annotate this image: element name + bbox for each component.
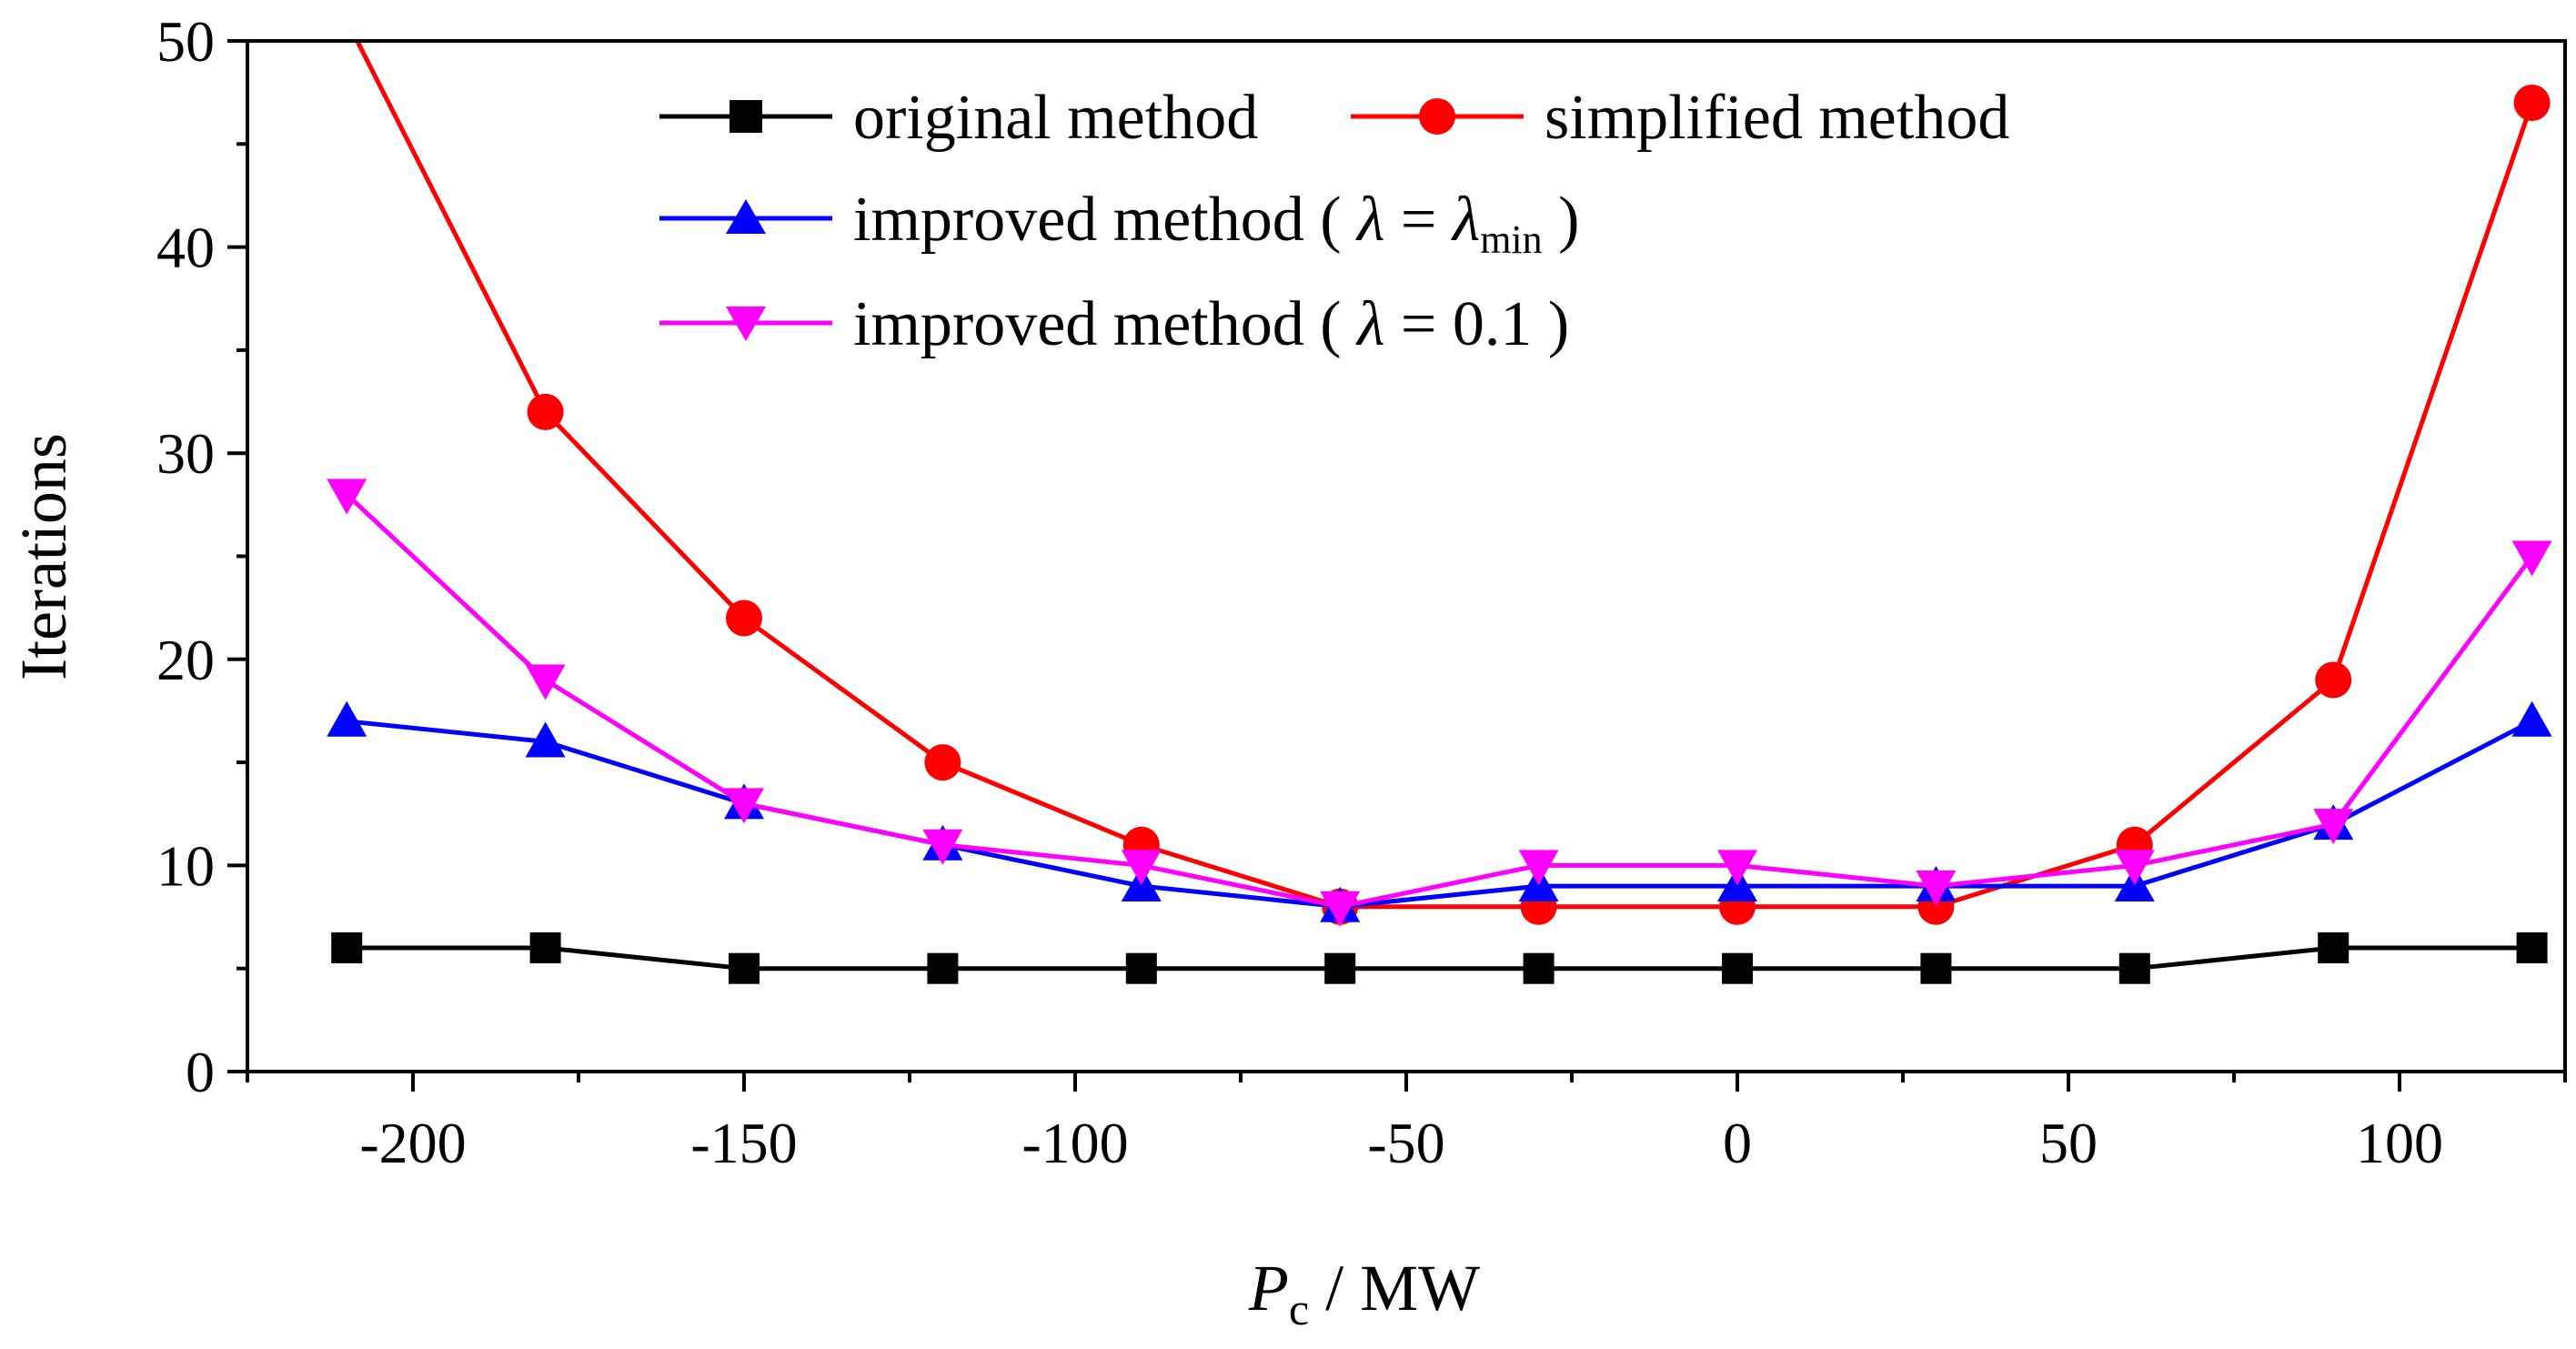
data-point — [525, 664, 566, 700]
data-point — [527, 393, 564, 430]
legend-label-original: original method — [853, 83, 1258, 153]
legend-improved-01-lambda: λ — [1355, 289, 1384, 359]
x-tick-label: -50 — [1367, 1111, 1444, 1175]
data-point — [1717, 850, 1757, 886]
series-4 — [327, 478, 2552, 927]
legend-improved-01-rest: = 0.1 ) — [1384, 289, 1569, 359]
series-2 — [354, 41, 2551, 925]
legend-item-original: original method — [659, 83, 1258, 153]
data-point — [1523, 952, 1555, 984]
legend-improved-min-equals: = — [1384, 185, 1452, 255]
y-tick-label: 10 — [156, 833, 215, 898]
data-point — [2318, 932, 2350, 964]
data-point — [1916, 871, 1957, 907]
legend-improved-min-suffix: ) — [1543, 185, 1580, 255]
data-point — [2516, 932, 2548, 964]
data-point — [726, 599, 762, 637]
x-axis-title-unit: / MW — [1309, 1252, 1480, 1324]
data-point — [729, 952, 760, 984]
legend-item-simplified: simplified method — [1351, 83, 2009, 153]
data-point — [1121, 850, 1162, 886]
x-axis-title-symbol: P — [1248, 1252, 1289, 1324]
data-point — [2313, 809, 2354, 845]
x-tick-label: 0 — [1723, 1111, 1752, 1175]
y-tick-label: 0 — [186, 1040, 215, 1104]
data-point — [1125, 952, 1157, 984]
data-point — [2315, 661, 2352, 699]
data-point — [2118, 952, 2150, 984]
x-tick-label: -100 — [1021, 1111, 1128, 1175]
series-1 — [331, 932, 2548, 984]
data-point — [1518, 850, 1559, 886]
data-point — [1722, 952, 1753, 984]
legend-improved-min-lambda2: λ — [1451, 185, 1480, 255]
y-tick-label: 30 — [156, 421, 215, 486]
legend-label-improved-01: improved method ( λ = 0.1 ) — [853, 289, 1569, 359]
y-tick-label: 20 — [156, 628, 215, 692]
data-point — [2513, 84, 2551, 121]
series-line — [346, 719, 2533, 910]
data-point — [529, 932, 561, 964]
data-point — [2114, 850, 2155, 886]
legend-marker-improved-01 — [726, 307, 766, 341]
data-point — [327, 478, 367, 515]
y-tick-label: 50 — [156, 9, 215, 74]
data-point — [724, 788, 764, 824]
legend-improved-01-prefix: improved method ( — [853, 289, 1357, 359]
x-axis-title: Pc / MW — [1248, 1252, 1480, 1334]
x-tick-label: 100 — [2356, 1111, 2443, 1175]
data-point — [327, 700, 367, 737]
series-layer — [327, 41, 2552, 984]
legend-marker-simplified — [1419, 98, 1455, 135]
legend-improved-min-lambda: λ — [1355, 185, 1384, 255]
data-point — [1320, 891, 1361, 927]
legend-item-improved-01: improved method ( λ = 0.1 ) — [659, 289, 1569, 359]
series-line — [347, 945, 2532, 971]
legend: original method simplified method improv… — [659, 83, 2009, 359]
x-axis-title-subscript: c — [1289, 1284, 1309, 1334]
legend-improved-min-prefix: improved method ( — [853, 185, 1357, 255]
x-tick-label: -150 — [690, 1111, 797, 1175]
legend-marker-original — [730, 100, 762, 133]
series-line — [354, 41, 2534, 910]
data-point — [927, 952, 959, 984]
data-point — [1920, 952, 1952, 984]
legend-improved-min-subscript: min — [1480, 217, 1542, 262]
series-line — [345, 492, 2534, 910]
legend-item-improved-min: improved method ( λ = λmin ) — [659, 185, 1579, 262]
y-axis-title: Iterations — [7, 433, 80, 680]
data-point — [922, 829, 963, 865]
legend-label-simplified: simplified method — [1545, 83, 2009, 153]
data-point — [331, 932, 363, 964]
data-point — [924, 744, 961, 781]
legend-label-improved-min: improved method ( λ = λmin ) — [853, 185, 1579, 262]
series-3 — [327, 700, 2552, 922]
data-point — [2511, 700, 2552, 737]
y-tick-label: 40 — [156, 216, 215, 280]
axis-layer: -200 -150 -100 -50 0 50 100 0 10 20 30 40 50 — [156, 9, 2567, 1175]
x-tick-label: -200 — [359, 1111, 466, 1175]
data-point — [1324, 952, 1356, 984]
x-tick-label: 50 — [2039, 1111, 2098, 1175]
legend-marker-improved-min — [726, 199, 766, 234]
data-point — [525, 721, 566, 758]
data-point — [2511, 540, 2552, 577]
